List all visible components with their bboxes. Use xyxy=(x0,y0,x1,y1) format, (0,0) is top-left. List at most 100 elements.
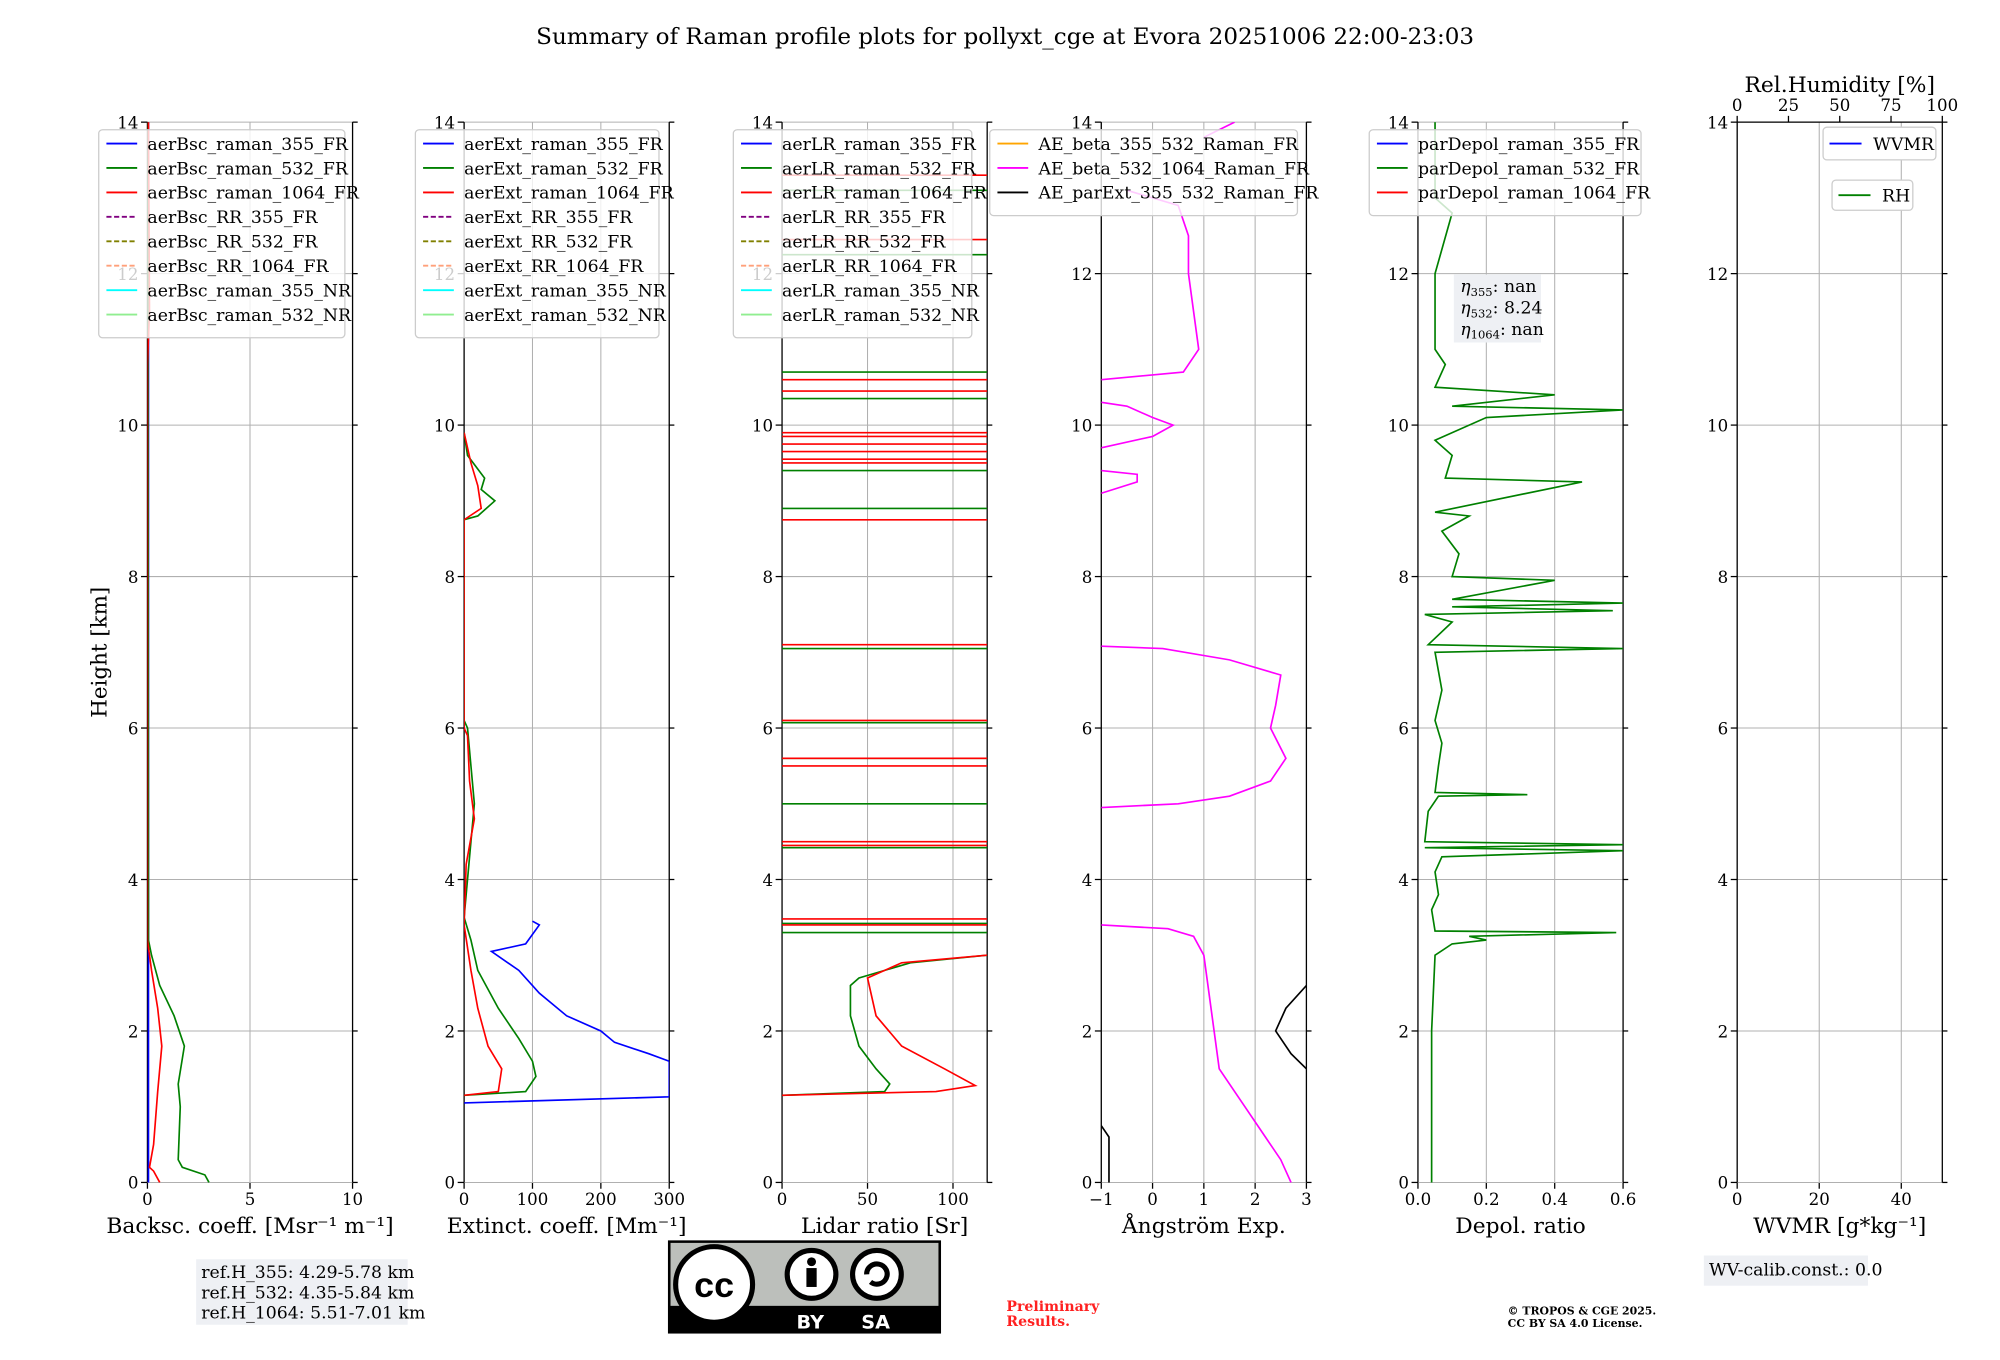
series-aerext-raman-1064-fr xyxy=(464,432,503,1097)
y-tick-label: 14 xyxy=(1388,114,1409,133)
legend: WVMR RH xyxy=(1822,126,1937,211)
annotation-box xyxy=(1703,1255,1868,1286)
eta-value: : nan xyxy=(1493,277,1537,297)
preliminary-label-2: Results. xyxy=(1006,1314,1070,1330)
x-tick-label: 300 xyxy=(653,1190,685,1209)
y-tick-label: 6 xyxy=(1718,719,1729,738)
x-tick-label: 100 xyxy=(937,1190,969,1209)
y-tick-label: 4 xyxy=(128,871,139,890)
x-tick-label: 40 xyxy=(1891,1190,1912,1209)
x-tick-label: 0 xyxy=(459,1190,470,1209)
eta-symbol: η xyxy=(1460,277,1471,297)
sa-share-icon xyxy=(864,1261,890,1287)
y-tick-label: 8 xyxy=(762,568,773,587)
y-tick-label: 8 xyxy=(1398,568,1409,587)
preliminary-label: Preliminary xyxy=(1006,1299,1100,1315)
legend-label: parDepol_raman_532_FR xyxy=(1418,159,1640,179)
legend-box xyxy=(98,129,346,339)
x-tick-label: 0 xyxy=(1732,1190,1743,1209)
x-axis-label: Backsc. coeff. [Msr⁻¹ m⁻¹] xyxy=(106,1214,393,1239)
series-aerext-raman-355-fr xyxy=(464,920,670,1104)
eta-value: : 8.24 xyxy=(1493,299,1543,319)
legend-label: aerLR_raman_532_FR xyxy=(782,159,977,179)
x-tick-label: 100 xyxy=(517,1190,549,1209)
legend-label: aerBsc_RR_1064_FR xyxy=(147,257,329,277)
x-tick-label: 20 xyxy=(1809,1190,1830,1209)
series-ae-beta-532-1064-raman-fr xyxy=(1101,189,1200,381)
x-tick-label: 0 xyxy=(142,1190,153,1209)
cc-logo-icon: cc xyxy=(694,1265,734,1305)
eta-subscript: 1064 xyxy=(1471,328,1500,342)
legend-label: AE_parExt_355_532_Raman_FR xyxy=(1037,184,1319,204)
top-tick-label: 75 xyxy=(1880,96,1901,115)
legend-label: aerLR_raman_355_FR xyxy=(782,135,977,155)
panel-ext: 010020030002468101214Extinct. coeff. [Mm… xyxy=(414,114,687,1239)
y-tick-label: 10 xyxy=(117,417,138,436)
x-tick-label: 10 xyxy=(342,1190,363,1209)
by-label: BY xyxy=(796,1312,824,1334)
series-aerbsc-raman-1064-fr xyxy=(147,122,163,1183)
panel-lr: 05010002468101214Lidar ratio [Sr]aerLR_r… xyxy=(732,114,993,1239)
legend-label: aerExt_RR_532_FR xyxy=(464,233,633,253)
y-tick-label: 12 xyxy=(1071,265,1092,284)
y-tick-label: 4 xyxy=(445,871,456,890)
sa-label: SA xyxy=(861,1312,890,1334)
x-axis-label: Depol. ratio xyxy=(1455,1214,1585,1239)
legend-label: aerBsc_raman_532_FR xyxy=(147,159,349,179)
top-axis-label: Rel.Humidity [%] xyxy=(1745,73,1935,98)
y-tick-label: 6 xyxy=(445,719,456,738)
copyright-line-2: CC BY SA 4.0 License. xyxy=(1508,1317,1643,1330)
eta-annotation: η532: 8.24 xyxy=(1460,299,1542,321)
y-tick-label: 0 xyxy=(445,1174,456,1193)
figure-title: Summary of Raman profile plots for polly… xyxy=(536,24,1474,50)
legend-label: aerLR_RR_1064_FR xyxy=(782,257,957,277)
eta-annotation: η1064: nan xyxy=(1460,320,1544,342)
legend-label: aerLR_raman_355_NR xyxy=(782,282,980,302)
x-axis-label: Lidar ratio [Sr] xyxy=(801,1214,968,1239)
legend-label: aerExt_raman_532_FR xyxy=(464,159,664,179)
annotation-box xyxy=(1453,274,1542,343)
wv-calib-annotation: WV-calib.const.: 0.0 xyxy=(1709,1261,1883,1281)
legend-label: AE_beta_532_1064_Raman_FR xyxy=(1037,159,1310,179)
x-tick-label: 2 xyxy=(1250,1190,1261,1209)
legend-label: aerExt_raman_1064_FR xyxy=(464,184,675,204)
x-axis-label: WVMR [g*kg⁻¹] xyxy=(1753,1214,1926,1239)
y-tick-label: 12 xyxy=(1707,265,1728,284)
y-tick-label: 10 xyxy=(1388,417,1409,436)
y-tick-label: 0 xyxy=(762,1174,773,1193)
eta-annotation: η355: nan xyxy=(1460,277,1536,299)
legend-label: aerExt_RR_1064_FR xyxy=(464,257,644,277)
x-tick-label: 200 xyxy=(585,1190,617,1209)
x-axis-label: Ångström Exp. xyxy=(1121,1211,1286,1239)
y-tick-label: 6 xyxy=(128,719,139,738)
eta-subscript: 532 xyxy=(1471,306,1493,320)
y-tick-label: 0 xyxy=(1082,1174,1093,1193)
y-tick-label: 2 xyxy=(762,1022,773,1041)
data-layer xyxy=(464,432,670,1104)
legend-label: parDepol_raman_355_FR xyxy=(1418,135,1640,155)
y-tick-label: 2 xyxy=(1398,1022,1409,1041)
legend: AE_beta_355_532_Raman_FR AE_beta_532_1064… xyxy=(989,129,1319,217)
legend-label: aerLR_raman_1064_FR xyxy=(782,184,988,204)
y-tick-label: 0 xyxy=(1398,1174,1409,1193)
top-tick-label: 100 xyxy=(1926,96,1958,115)
y-tick-label: 4 xyxy=(1082,871,1093,890)
data-layer xyxy=(1423,122,1624,1183)
top-tick-label: 50 xyxy=(1829,96,1850,115)
y-tick-label: 8 xyxy=(1718,568,1729,587)
series-ae-beta-532-1064-raman-fr xyxy=(1101,401,1176,449)
series-pardepol-raman-532-fr xyxy=(1423,122,1624,1183)
x-tick-label: 0.2 xyxy=(1473,1190,1499,1209)
x-tick-label: 0.0 xyxy=(1405,1190,1431,1209)
legend-label: aerBsc_raman_355_NR xyxy=(147,282,352,302)
y-tick-label: 2 xyxy=(1082,1022,1093,1041)
y-tick-label: 14 xyxy=(434,114,455,133)
legend-box xyxy=(989,129,1299,217)
x-tick-label: −1 xyxy=(1089,1190,1114,1209)
legend: parDepol_raman_355_FR parDepol_raman_532_… xyxy=(1368,129,1651,217)
top-tick-label: 25 xyxy=(1778,96,1799,115)
x-tick-label: 0 xyxy=(777,1190,788,1209)
legend-label: parDepol_raman_1064_FR xyxy=(1418,184,1651,204)
series-aerlr-raman-1064-fr xyxy=(782,954,988,1097)
